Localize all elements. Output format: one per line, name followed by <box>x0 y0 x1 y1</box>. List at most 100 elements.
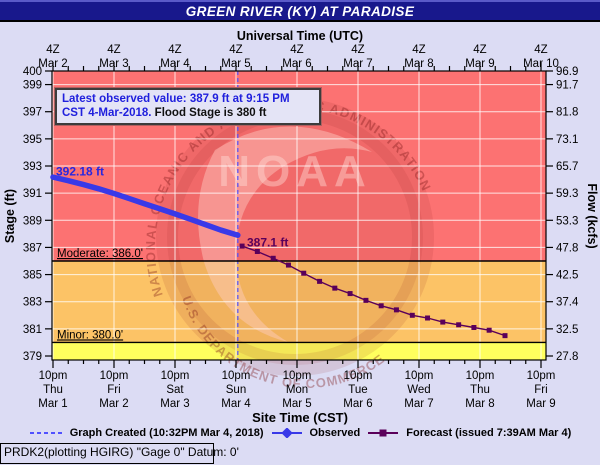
observed-line <box>50 174 241 238</box>
utc-tick-hour: 4Z <box>107 44 120 56</box>
forecast-start-value-label: 387.1 ft <box>247 236 288 250</box>
legend-graph-created-label: Graph Created (10:32PM Mar 4, 2018) <box>69 427 264 439</box>
stage-tick-label: 385 <box>23 270 42 282</box>
utc-tick-date: Mar 9 <box>465 58 494 70</box>
noaa-bird-shape <box>198 126 372 342</box>
latest-observed-annotation: Latest observed value: 387.9 ft at 9:15 … <box>54 87 322 126</box>
stage-tick-label: 391 <box>23 188 42 200</box>
forecast-series-icon <box>368 429 399 437</box>
flow-tick-label: 91.7 <box>556 80 578 92</box>
stage-tick-label: 397 <box>23 107 42 119</box>
utc-tick-hour: 4Z <box>473 44 486 56</box>
cst-tick-time: 10pm <box>100 370 129 382</box>
cst-tick-day: Tue <box>348 384 367 396</box>
annotation-flood-stage: Flood Stage is 380 ft <box>151 107 267 119</box>
annotation-line2-time: CST 4-Mar-2018. <box>62 107 152 119</box>
cst-tick-date: Mar 5 <box>282 398 311 410</box>
legend-observed-label: Observed <box>309 427 361 439</box>
flow-tick-label: 42.5 <box>556 270 578 282</box>
cst-axis-title: Site Time (CST) <box>252 410 348 425</box>
utc-tick-date: Mar 2 <box>38 58 67 70</box>
legend-forecast-label: Forecast (issued 7:39AM Mar 4) <box>406 427 572 439</box>
graph-created-line-icon <box>29 432 62 434</box>
status-bar: PRDK2(plotting HGIRG) "Gage 0" Datum: 0' <box>0 443 239 464</box>
utc-tick-date: Mar 8 <box>404 58 433 70</box>
cst-tick-date: Mar 8 <box>465 398 494 410</box>
flow-tick-label: 53.3 <box>556 215 578 227</box>
cst-tick-date: Mar 9 <box>526 398 555 410</box>
utc-tick-date: Mar 4 <box>160 58 190 70</box>
flow-tick-label: 32.5 <box>556 324 578 336</box>
flow-tick-label: 65.7 <box>556 161 578 173</box>
cst-tick-date: Mar 7 <box>404 398 433 410</box>
utc-tick-date: Mar 10 <box>523 58 559 70</box>
cst-tick-time: 10pm <box>466 370 495 382</box>
cst-tick-date: Mar 6 <box>343 398 372 410</box>
gridlines <box>52 71 546 360</box>
cst-tick-day: Sun <box>226 384 246 396</box>
cst-tick-day: Thu <box>43 384 63 396</box>
stage-tick-label: 381 <box>23 324 42 336</box>
stage-tick-label: 379 <box>23 351 42 363</box>
utc-tick-hour: 4Z <box>229 44 242 56</box>
observed-start-value-label: 392.18 ft <box>56 164 104 178</box>
utc-tick-hour: 4Z <box>351 44 364 56</box>
flow-axis-title: Flow (kcfs) <box>585 183 599 248</box>
cst-tick-date: Mar 2 <box>99 398 128 410</box>
plot-border <box>51 70 547 361</box>
minor-stage-label: Minor: 380.0' <box>57 329 123 341</box>
utc-tick-hour: 4Z <box>290 44 303 56</box>
stage-tick-label: 395 <box>23 134 42 146</box>
cst-tick-day: Fri <box>534 384 547 396</box>
stage-tick-label: 400 <box>23 66 42 78</box>
flow-tick-label: 27.8 <box>556 351 578 363</box>
stage-tick-label: 399 <box>23 80 42 92</box>
chart-legend: Graph Created (10:32PM Mar 4, 2018) Obse… <box>0 426 600 440</box>
flow-tick-label: 81.8 <box>556 107 578 119</box>
utc-tick-date: Mar 5 <box>221 58 250 70</box>
stage-tick-label: 387 <box>23 242 42 254</box>
cst-tick-time: 10pm <box>405 370 434 382</box>
stage-tick-label: 389 <box>23 215 42 227</box>
utc-tick-hour: 4Z <box>168 44 181 56</box>
forecast-line <box>241 245 506 337</box>
cst-tick-day: Fri <box>107 384 120 396</box>
cst-tick-time: 10pm <box>344 370 373 382</box>
cst-tick-day: Wed <box>407 384 430 396</box>
cst-tick-time: 10pm <box>222 370 251 382</box>
stage-tick-label: 383 <box>23 297 42 309</box>
cst-tick-date: Mar 1 <box>38 398 67 410</box>
watermark-noaa-text: NOAA <box>218 147 372 196</box>
cst-tick-date: Mar 3 <box>160 398 189 410</box>
annotation-line1: Latest observed value: 387.9 ft at 9:15 … <box>62 93 290 105</box>
cst-tick-time: 10pm <box>39 370 68 382</box>
utc-tick-date: Mar 6 <box>282 58 311 70</box>
utc-tick-hour: 4Z <box>46 44 59 56</box>
cst-tick-time: 10pm <box>283 370 312 382</box>
moderate-stage-label: Moderate: 386.0' <box>57 248 143 260</box>
flow-tick-label: 96.9 <box>556 66 578 78</box>
cst-tick-day: Sat <box>166 384 184 396</box>
cst-tick-date: Mar 4 <box>221 398 251 410</box>
flow-tick-label: 73.1 <box>556 134 578 146</box>
utc-tick-hour: 4Z <box>412 44 425 56</box>
stage-axis-title: Stage (ft) <box>3 189 17 243</box>
cst-tick-time: 10pm <box>527 370 556 382</box>
forecast-points <box>239 243 508 339</box>
cst-tick-day: Mon <box>286 384 308 396</box>
axis-ticks <box>45 62 553 368</box>
cst-tick-time: 10pm <box>161 370 190 382</box>
utc-tick-date: Mar 3 <box>99 58 128 70</box>
utc-axis-title: Universal Time (UTC) <box>236 29 364 43</box>
page-title: GREEN RIVER (KY) AT PARADISE <box>0 0 600 22</box>
stage-tick-label: 393 <box>23 161 42 173</box>
observed-series-icon <box>271 428 302 438</box>
flow-tick-label: 47.8 <box>556 242 578 254</box>
flow-tick-label: 59.3 <box>556 188 578 200</box>
utc-tick-hour: 4Z <box>534 44 547 56</box>
flow-tick-label: 37.4 <box>556 297 579 309</box>
cst-tick-day: Thu <box>470 384 490 396</box>
utc-tick-date: Mar 7 <box>343 58 372 70</box>
